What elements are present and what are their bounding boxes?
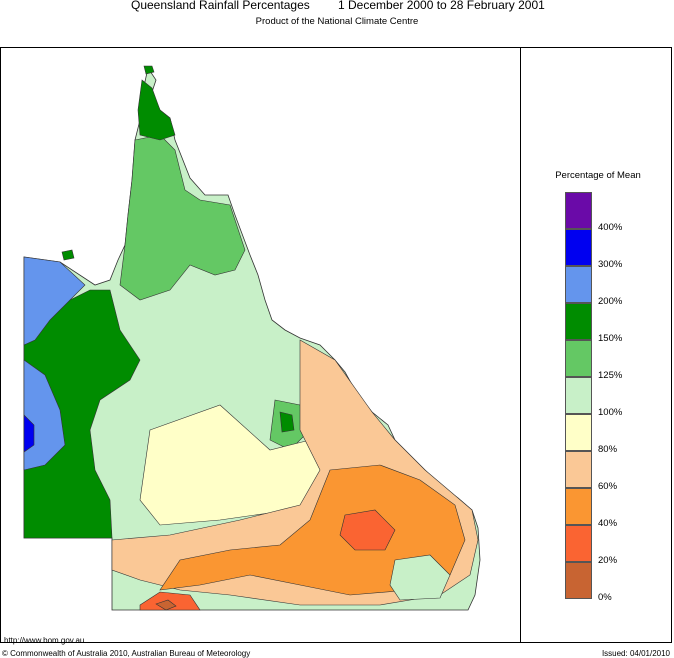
footer-copyright: © Commonwealth of Australia 2010, Austra… <box>2 649 251 658</box>
legend-label: 125% <box>598 370 623 381</box>
legend-swatch <box>565 562 592 599</box>
legend-label: 150% <box>598 333 623 344</box>
island-shape <box>61 249 75 261</box>
rain-zone-150-west <box>23 289 141 539</box>
legend-label: 60% <box>598 481 618 492</box>
rain-zone-150-central <box>279 411 295 433</box>
legend-label: 20% <box>598 555 618 566</box>
legend-swatch <box>565 451 592 488</box>
island-shape <box>143 65 155 75</box>
legend-swatch <box>565 414 592 451</box>
map-title: Queensland Rainfall Percentages 1 Decemb… <box>0 0 674 14</box>
rain-zone-20-south <box>139 591 201 611</box>
rain-zone-0-south <box>155 599 177 611</box>
title-period: 1 December 2000 to 28 February 2001 <box>338 0 545 12</box>
legend-label: 40% <box>598 518 618 529</box>
rain-zone-125-cape <box>119 134 246 301</box>
legend-label: 200% <box>598 296 623 307</box>
legend-swatch <box>565 303 592 340</box>
footer-issued: Issued: 04/01/2010 <box>601 649 670 658</box>
legend-label: 400% <box>598 222 623 233</box>
legend-divider <box>520 47 521 643</box>
title-region: Queensland Rainfall Percentages <box>131 0 310 12</box>
rain-zone-300 <box>23 414 35 453</box>
map-frame <box>0 47 672 643</box>
legend-swatch <box>565 377 592 414</box>
legend-swatch <box>565 229 592 266</box>
footer-url[interactable]: http://www.bom.gov.au <box>4 636 85 645</box>
legend-colorbar <box>565 192 592 599</box>
rain-zone-200-west <box>23 256 86 346</box>
rain-zone-150-cape <box>137 79 176 141</box>
map-subtitle: Product of the National Climate Centre <box>255 16 419 27</box>
legend-label: 80% <box>598 444 618 455</box>
legend-label: 100% <box>598 407 623 418</box>
legend-label: 300% <box>598 259 623 270</box>
legend-swatch <box>565 340 592 377</box>
legend-label: 0% <box>598 592 612 603</box>
rain-zone-100-southeast <box>389 554 451 601</box>
legend-swatch <box>565 525 592 562</box>
legend-swatch <box>565 488 592 525</box>
legend-title: Percentage of Mean <box>555 170 641 181</box>
rain-zone-20-east <box>339 509 396 551</box>
legend-swatch <box>565 192 592 229</box>
rain-zone-40-east <box>159 464 466 596</box>
legend-swatch <box>565 266 592 303</box>
